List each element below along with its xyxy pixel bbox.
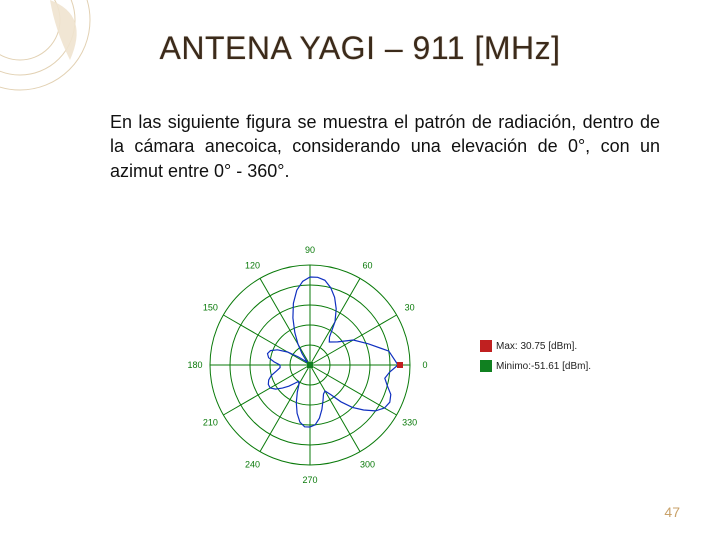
- svg-text:180: 180: [187, 360, 202, 370]
- svg-text:300: 300: [360, 460, 375, 470]
- radiation-pattern-chart: 0 30 60 90 120 150 180 210 240 270 300 330: [160, 215, 460, 515]
- svg-text:120: 120: [245, 260, 260, 270]
- legend-min-label: Minimo:-51.61 [dBm].: [496, 361, 591, 372]
- svg-text:240: 240: [245, 460, 260, 470]
- legend-min: Minimo:-51.61 [dBm].: [480, 360, 591, 372]
- svg-text:270: 270: [302, 475, 317, 485]
- svg-text:330: 330: [402, 418, 417, 428]
- legend-max-label: Max: 30.75 [dBm].: [496, 341, 577, 352]
- svg-text:210: 210: [203, 418, 218, 428]
- svg-text:150: 150: [203, 303, 218, 313]
- chart-legend: Max: 30.75 [dBm]. Minimo:-51.61 [dBm].: [480, 340, 591, 380]
- svg-text:0: 0: [422, 360, 427, 370]
- svg-text:90: 90: [305, 245, 315, 255]
- legend-min-swatch: [480, 360, 492, 372]
- slide-body-text: En las siguiente figura se muestra el pa…: [110, 110, 660, 183]
- svg-text:30: 30: [405, 303, 415, 313]
- page-number: 47: [664, 504, 680, 520]
- legend-max: Max: 30.75 [dBm].: [480, 340, 591, 352]
- legend-max-swatch: [480, 340, 492, 352]
- slide-title: ANTENA YAGI – 911 [MHz]: [0, 30, 720, 67]
- svg-text:60: 60: [362, 260, 372, 270]
